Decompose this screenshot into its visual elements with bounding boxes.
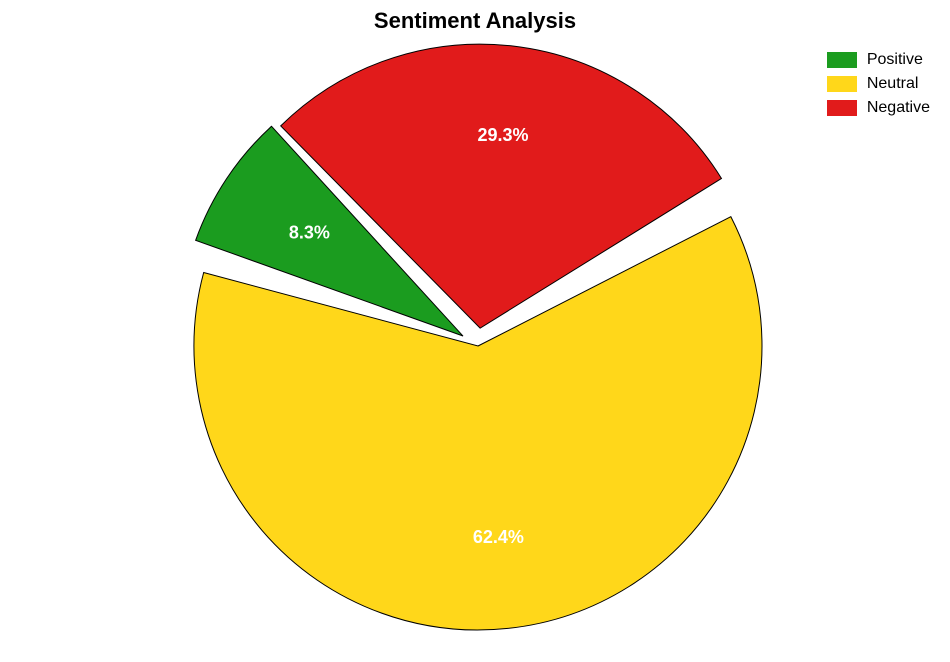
legend-item-positive: Positive [827,48,930,72]
legend-label-negative: Negative [867,99,930,117]
legend-label-positive: Positive [867,51,923,69]
slice-label-positive: 8.3% [289,222,330,242]
legend-swatch-negative [827,100,857,116]
slice-label-neutral: 62.4% [473,527,524,547]
legend-label-neutral: Neutral [867,75,919,93]
legend: Positive Neutral Negative [827,48,930,120]
legend-item-neutral: Neutral [827,72,930,96]
legend-item-negative: Negative [827,96,930,120]
slice-label-negative: 29.3% [477,125,528,145]
legend-swatch-neutral [827,76,857,92]
pie-chart: 29.3% 62.4% 8.3% [0,0,950,662]
legend-swatch-positive [827,52,857,68]
chart-container: Sentiment Analysis 29.3%62.4%8.3% Positi… [0,0,950,662]
